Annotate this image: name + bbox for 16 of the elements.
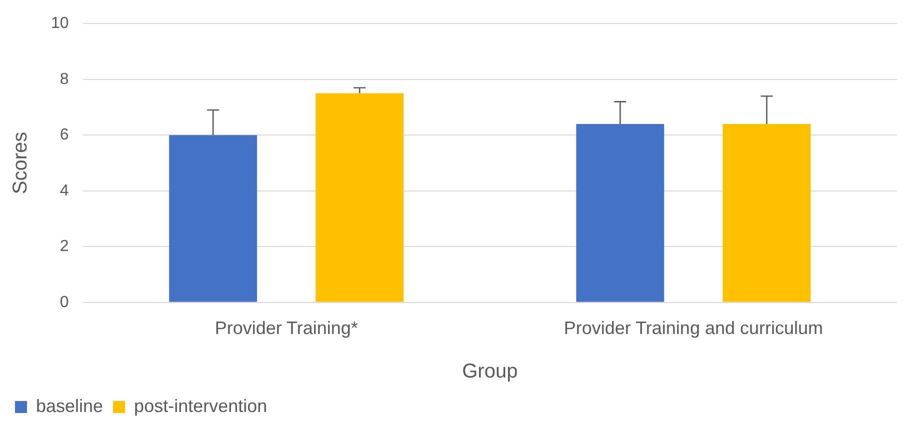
y-axis-title: Scores	[10, 132, 32, 194]
y-tick-label: 6	[60, 126, 69, 144]
y-tick-label: 8	[60, 70, 69, 88]
y-tick-label: 4	[60, 182, 69, 200]
y-tick-label: 10	[51, 15, 69, 32]
y-tick-label: 0	[60, 294, 69, 311]
bar	[576, 124, 664, 302]
legend-label: baseline	[36, 396, 104, 416]
bar	[169, 135, 258, 302]
bar	[316, 93, 404, 302]
legend-label: post-intervention	[134, 396, 268, 416]
x-axis-title: Group	[462, 360, 518, 383]
x-tick-label: Provider Training and curriculum	[564, 318, 824, 338]
x-tick-label: Provider Training*	[214, 318, 358, 338]
bar	[722, 124, 811, 302]
y-tick-label: 2	[60, 238, 69, 256]
